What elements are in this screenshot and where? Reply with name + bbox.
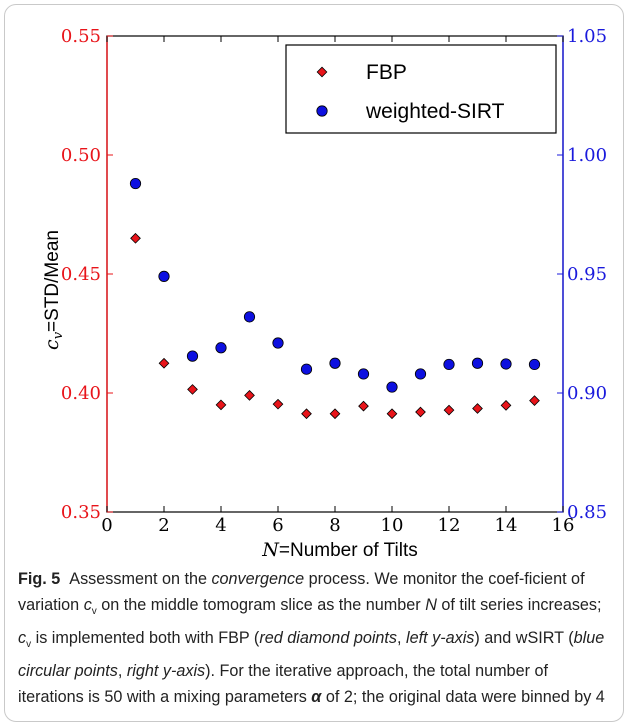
- fbp-point: [415, 406, 426, 418]
- weighted-sirt-point: [500, 358, 512, 370]
- legend-fbp-diamond: [316, 66, 328, 78]
- figure-caption: Fig. 5 Assessment on the convergence pro…: [18, 570, 605, 707]
- x-tick-label: 2: [158, 515, 169, 536]
- fbp-point: [443, 404, 455, 416]
- x-axis-label: N=Number of Tilts: [261, 539, 417, 560]
- legend-sirt-circle: [316, 105, 328, 117]
- weighted-sirt-point: [243, 311, 256, 323]
- fbp-point: [386, 408, 398, 420]
- x-tick-label: 14: [495, 515, 518, 536]
- legend-label-fbp: FBP: [366, 61, 407, 84]
- y-tick-label-left: 0.40: [61, 383, 101, 404]
- y-tick-label-right: 0.90: [567, 383, 607, 404]
- weighted-sirt-point: [272, 337, 284, 349]
- y-tick-label-left: 0.55: [61, 26, 101, 47]
- legend-marker-weighted-sirt: [316, 105, 328, 117]
- weighted-sirt-point: [471, 357, 484, 369]
- y-tick-label-right: 0.85: [567, 502, 607, 523]
- fbp-point: [158, 357, 170, 369]
- legend-marker-fbp: [316, 66, 328, 78]
- x-tick-label: 12: [438, 515, 461, 536]
- fbp-point: [215, 399, 227, 411]
- weighted-sirt-point: [158, 270, 170, 282]
- y-tick-label-left: 0.50: [61, 145, 101, 166]
- fbp-point: [472, 403, 483, 414]
- weighted-sirt-point: [186, 350, 199, 362]
- x-tick-label: 16: [552, 515, 575, 536]
- fbp-point: [529, 395, 540, 406]
- weighted-sirt-point: [329, 357, 341, 369]
- y-tick-label-right: 0.95: [567, 264, 607, 285]
- weighted-sirt-point: [129, 177, 142, 190]
- fbp-point: [187, 384, 198, 395]
- legend-label-weighted-sirt: weighted-SIRT: [365, 100, 505, 123]
- y-tick-label-left: 0.35: [61, 502, 101, 523]
- legend-box: [285, 44, 557, 134]
- weighted-sirt-point: [215, 342, 227, 354]
- x-tick-label: 8: [329, 515, 340, 536]
- caption-fig-label: Fig. 5: [18, 570, 61, 588]
- y-axis-label: cv=STD/Mean: [41, 230, 66, 350]
- weighted-sirt-point: [528, 358, 541, 371]
- fbp-point: [272, 398, 284, 410]
- fbp-point: [500, 400, 512, 411]
- x-tick-label: 6: [272, 515, 283, 536]
- fbp-point: [301, 408, 312, 420]
- weighted-sirt-point: [443, 358, 455, 371]
- y-tick-label-left: 0.45: [61, 264, 101, 285]
- weighted-sirt-point: [414, 368, 427, 380]
- fbp-point: [329, 408, 341, 420]
- x-tick-label: 0: [101, 515, 112, 536]
- weighted-sirt-point: [386, 381, 398, 393]
- y-tick-label-right: 1.05: [567, 26, 607, 47]
- weighted-sirt-point: [357, 368, 370, 380]
- x-tick-label: 10: [381, 515, 404, 536]
- x-tick-label: 4: [215, 515, 226, 536]
- y-tick-label-right: 1.00: [567, 145, 607, 166]
- scatter-chart: 0 2 4 6 8 10 12 14 16 0.35 0.40 0.45 0.50 0.55 0.85 0.9…: [41, 26, 607, 560]
- fbp-point: [244, 390, 255, 401]
- fbp-point: [358, 400, 369, 412]
- weighted-sirt-point: [300, 363, 313, 375]
- fbp-point: [130, 232, 141, 244]
